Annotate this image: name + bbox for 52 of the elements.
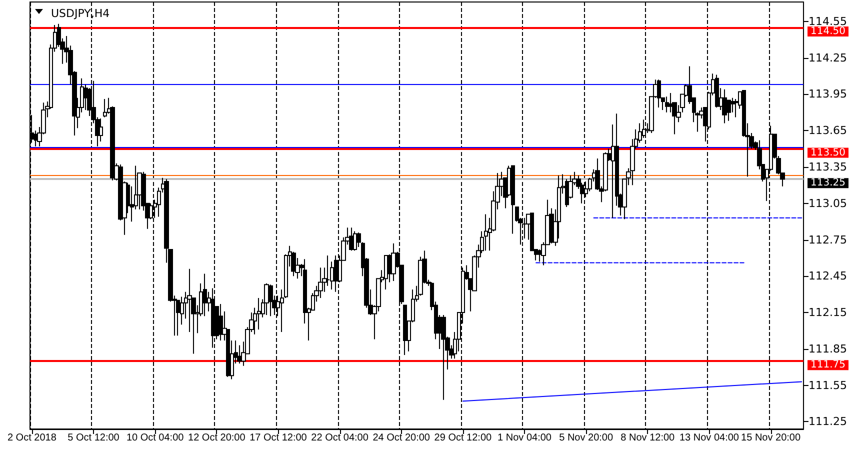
x-tick-label: 13 Nov 04:00 xyxy=(679,432,740,444)
y-tick-label: 111.25 xyxy=(808,415,848,428)
y-tick-label: 112.15 xyxy=(808,306,848,320)
candlestick xyxy=(99,118,103,142)
x-tick-label: 22 Oct 04:00 xyxy=(311,432,369,444)
candlestick xyxy=(103,98,107,118)
y-tick-label: 113.95 xyxy=(808,88,848,101)
candlestick xyxy=(657,79,661,108)
x-tick-label: 12 Oct 20:00 xyxy=(188,432,246,444)
candlestick xyxy=(264,282,269,316)
candlestick xyxy=(722,88,727,124)
x-tick-label: 24 Oct 20:00 xyxy=(372,432,430,444)
ref-line-label: 113.25 xyxy=(810,178,846,189)
candlestick xyxy=(715,74,719,108)
ref-line-label: 111.75 xyxy=(810,360,846,371)
x-tick-label: 2 Oct 2018 xyxy=(7,432,57,444)
x-tick-label: 10 Oct 04:00 xyxy=(126,432,184,444)
x-tick-label: 15 Nov 20:00 xyxy=(741,432,801,444)
candlestick xyxy=(391,242,396,282)
x-tick-label: 5 Nov 20:00 xyxy=(559,432,614,444)
candlestick xyxy=(403,304,407,356)
candlestick xyxy=(176,300,180,336)
y-tick-label: 113.35 xyxy=(808,160,848,174)
y-tick-label: 113.65 xyxy=(808,124,848,138)
candlestick xyxy=(441,314,446,400)
y-tick-label: 112.45 xyxy=(808,270,848,283)
candlestick xyxy=(665,96,669,113)
text: USDJPY,H4 xyxy=(51,7,110,20)
x-tick-label: 1 Nov 04:00 xyxy=(498,432,552,444)
x-tick-label: 5 Oct 12:00 xyxy=(68,432,120,444)
candlestick xyxy=(484,214,488,252)
x-tick-label: 8 Nov 12:00 xyxy=(620,432,676,444)
candlestick xyxy=(511,165,515,234)
x-tick-label: 29 Oct 12:00 xyxy=(434,432,492,444)
y-tick-label: 111.55 xyxy=(808,378,848,392)
y-tick-label: 112.75 xyxy=(808,233,848,246)
candlestick xyxy=(384,255,388,290)
ref-line-label: 114.50 xyxy=(810,26,846,37)
candlestick xyxy=(218,304,223,341)
y-tick-label: 114.25 xyxy=(808,51,848,64)
candlestick xyxy=(353,230,357,252)
ref-line-label: 113.50 xyxy=(810,147,846,158)
candlestick xyxy=(203,273,207,317)
x-tick-label: 17 Oct 12:00 xyxy=(250,432,308,444)
candlestick xyxy=(237,344,242,364)
candlestick xyxy=(318,267,323,298)
candlestick xyxy=(257,297,261,330)
y-tick-label: 114.55 xyxy=(808,14,848,28)
y-tick-label: 111.85 xyxy=(808,342,848,356)
y-tick-label: 113.05 xyxy=(808,196,848,210)
candlestick xyxy=(268,284,273,317)
candlestick xyxy=(334,255,338,292)
